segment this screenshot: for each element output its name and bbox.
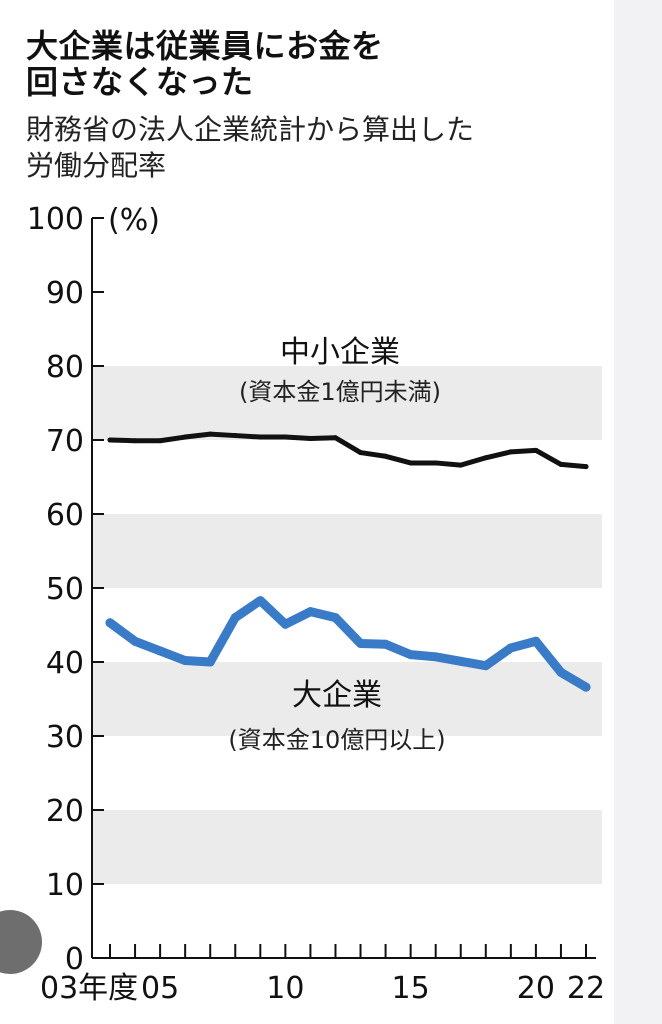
series-0-point-2008 xyxy=(232,433,238,439)
chart-subtitle-line2: 労働分配率 xyxy=(26,149,167,182)
chart-title-line2: 回さなくなった xyxy=(26,63,254,101)
y-tick-label-0: 0 xyxy=(65,942,84,977)
grid-band-30 xyxy=(92,662,602,736)
series-line-0 xyxy=(107,431,589,470)
chart-title-line1: 大企業は従業員にお金を xyxy=(26,27,384,65)
series-1-point-2021 xyxy=(556,667,566,677)
right-gutter xyxy=(614,0,662,1024)
x-tick-label-2022: 22 xyxy=(567,971,605,1006)
series-1-point-2020 xyxy=(531,636,541,646)
series-0-point-2013 xyxy=(358,450,364,456)
series-1-point-2010 xyxy=(280,619,290,629)
series-0-point-2014 xyxy=(383,453,389,459)
grid-bands xyxy=(92,366,602,884)
series-1-point-2013 xyxy=(356,639,366,648)
series-1-point-2014 xyxy=(381,639,391,649)
series-1-point-2005 xyxy=(155,646,165,656)
series-0-point-2015 xyxy=(408,460,414,466)
y-tick-label-90: 90 xyxy=(46,276,84,311)
series-0-point-2018 xyxy=(483,455,489,461)
labels: 中小企業 (資本金1億円未満) 大企業 (資本金10億円以上) xyxy=(228,335,445,754)
x-tick-label-2005: 05 xyxy=(141,971,179,1006)
series-1-point-2017 xyxy=(456,656,466,666)
y-tick-label-40: 40 xyxy=(46,646,84,681)
x-tick-label-2020: 20 xyxy=(517,971,555,1006)
y-tick-label-50: 50 xyxy=(46,572,84,607)
series-name-1: 大企業 xyxy=(292,678,382,713)
y-tick-label-80: 80 xyxy=(46,350,84,385)
series-1-point-2009 xyxy=(255,596,265,606)
series-1-point-2011 xyxy=(305,607,315,617)
series-0-point-2007 xyxy=(207,431,213,437)
axes: 0 10 20 30 40 50 60 70 80 90 100 (%) 03年度 05 10 15 20 22 xyxy=(27,202,605,1006)
series-1-point-2015 xyxy=(406,650,416,660)
series-1-point-2012 xyxy=(330,613,340,623)
grid-band-10 xyxy=(92,810,602,884)
series-1-point-2022 xyxy=(581,682,591,692)
series-1-point-2018 xyxy=(481,661,491,671)
series-name-0: 中小企業 xyxy=(280,335,400,370)
series-1-point-2019 xyxy=(506,643,516,653)
series-0-point-2006 xyxy=(182,434,188,440)
series-0-point-2021 xyxy=(558,461,564,467)
grid-band-50 xyxy=(92,514,602,588)
y-tick-label-10: 10 xyxy=(46,868,84,903)
y-tick-label-20: 20 xyxy=(46,794,84,829)
x-tick-label-2015: 15 xyxy=(392,971,430,1006)
series-0-point-2012 xyxy=(332,435,338,441)
series-sublabel-0: (資本金1億円未満) xyxy=(239,378,441,406)
series-1-point-2007 xyxy=(205,657,215,667)
series-0-point-2022 xyxy=(583,464,589,470)
series-layer xyxy=(105,431,591,692)
series-0-point-2004 xyxy=(132,438,138,444)
series-1-point-2004 xyxy=(130,636,140,646)
series-0-point-2009 xyxy=(257,434,263,440)
series-0-point-2011 xyxy=(307,436,313,442)
x-tick-label-2010: 10 xyxy=(266,971,304,1006)
series-1-point-2003 xyxy=(105,618,115,628)
y-tick-label-70: 70 xyxy=(46,424,84,459)
series-1-point-2008 xyxy=(230,613,240,623)
series-0-point-2020 xyxy=(533,447,539,453)
series-0-point-2017 xyxy=(458,462,464,468)
series-0-point-2003 xyxy=(107,437,113,443)
series-1-point-2016 xyxy=(431,652,441,662)
series-0-point-2010 xyxy=(282,434,288,440)
y-axis-unit-label: (%) xyxy=(108,203,160,238)
grid-band-70 xyxy=(92,366,602,440)
y-tick-label-60: 60 xyxy=(46,498,84,533)
series-sublabel-1: (資本金10億円以上) xyxy=(228,726,445,754)
y-tick-label-100: 100 xyxy=(27,202,84,237)
series-0-point-2005 xyxy=(157,438,163,444)
series-1-point-2006 xyxy=(180,656,190,666)
series-0-point-2019 xyxy=(508,449,514,455)
series-0-point-2016 xyxy=(433,460,439,466)
chart-subtitle-line1: 財務省の法人企業統計から算出した xyxy=(26,113,475,146)
x-tick-label-2003: 03年度 xyxy=(40,971,138,1006)
y-tick-label-30: 30 xyxy=(46,720,84,755)
chart-card: 大企業は従業員にお金を 回さなくなった 財務省の法人企業統計から算出した 労働分… xyxy=(26,27,606,1006)
